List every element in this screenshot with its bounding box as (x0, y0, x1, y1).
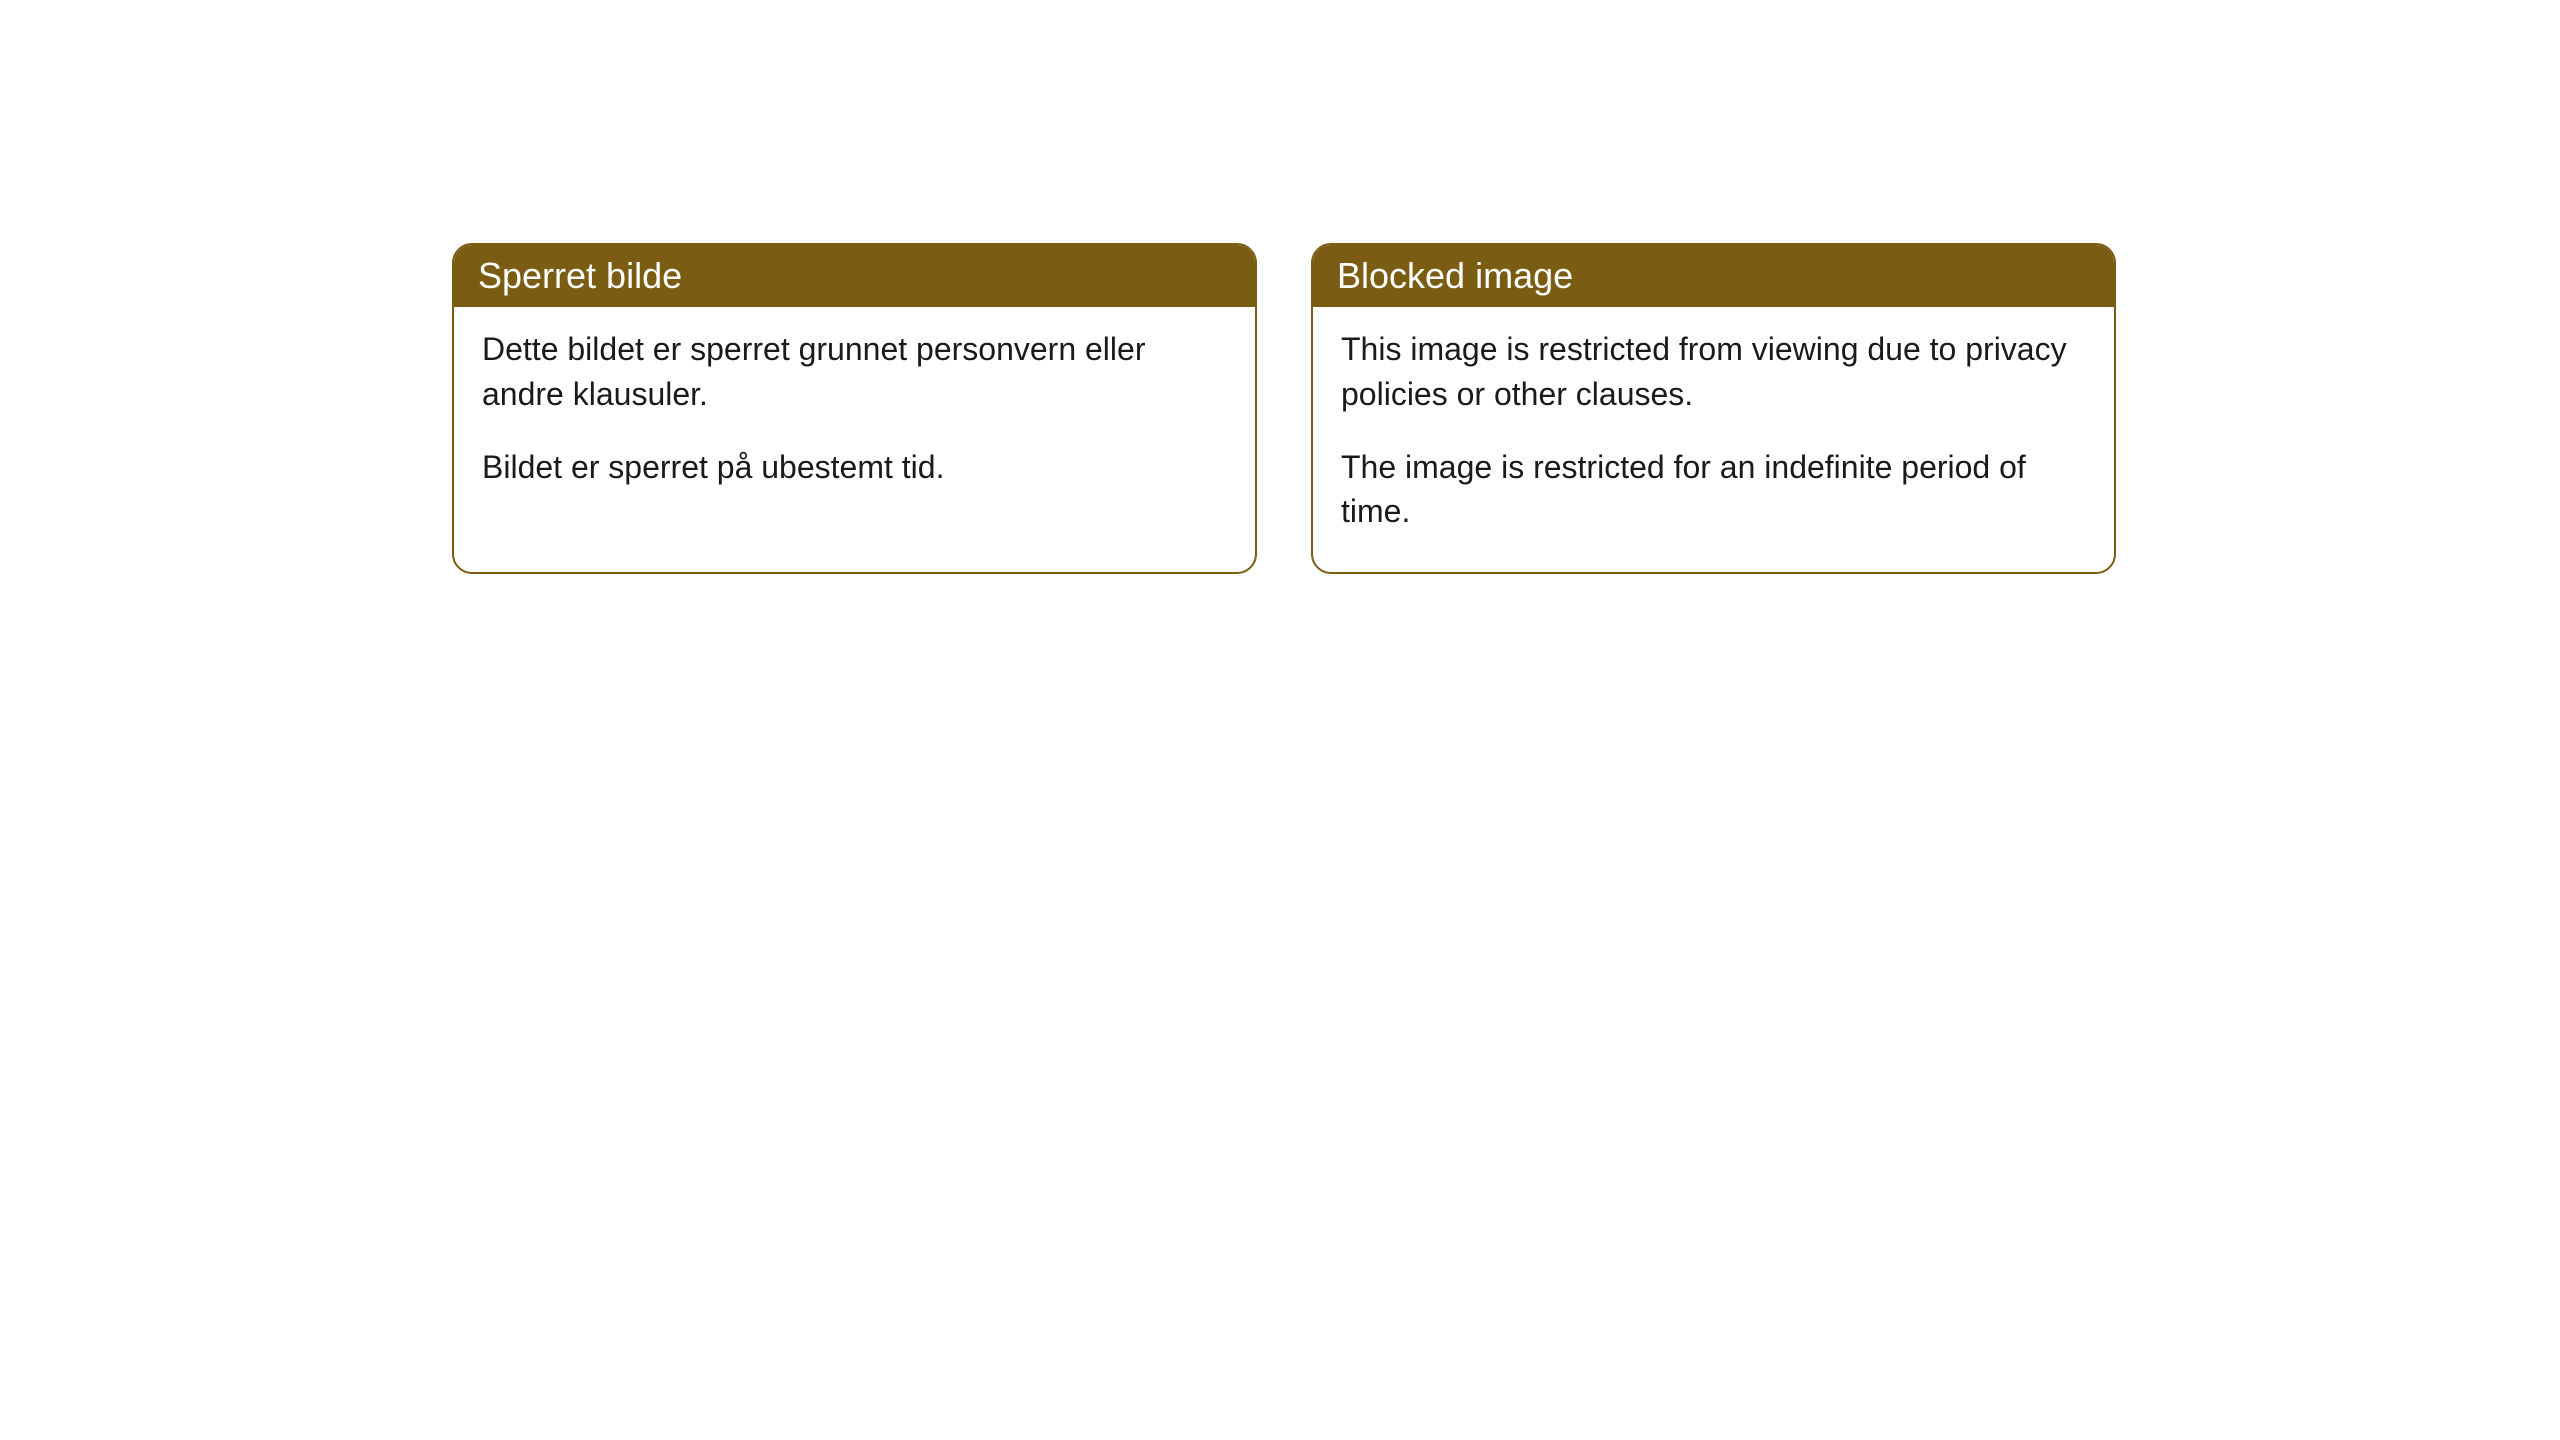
card-text-norwegian-2: Bildet er sperret på ubestemt tid. (482, 445, 1227, 490)
notice-card-norwegian: Sperret bilde Dette bildet er sperret gr… (452, 243, 1257, 574)
card-body-english: This image is restricted from viewing du… (1313, 307, 2114, 572)
card-body-norwegian: Dette bildet er sperret grunnet personve… (454, 307, 1255, 527)
card-header-english: Blocked image (1313, 245, 2114, 307)
card-text-english-1: This image is restricted from viewing du… (1341, 327, 2086, 417)
notice-cards-container: Sperret bilde Dette bildet er sperret gr… (452, 243, 2116, 574)
card-header-norwegian: Sperret bilde (454, 245, 1255, 307)
card-text-norwegian-1: Dette bildet er sperret grunnet personve… (482, 327, 1227, 417)
card-text-english-2: The image is restricted for an indefinit… (1341, 445, 2086, 535)
notice-card-english: Blocked image This image is restricted f… (1311, 243, 2116, 574)
